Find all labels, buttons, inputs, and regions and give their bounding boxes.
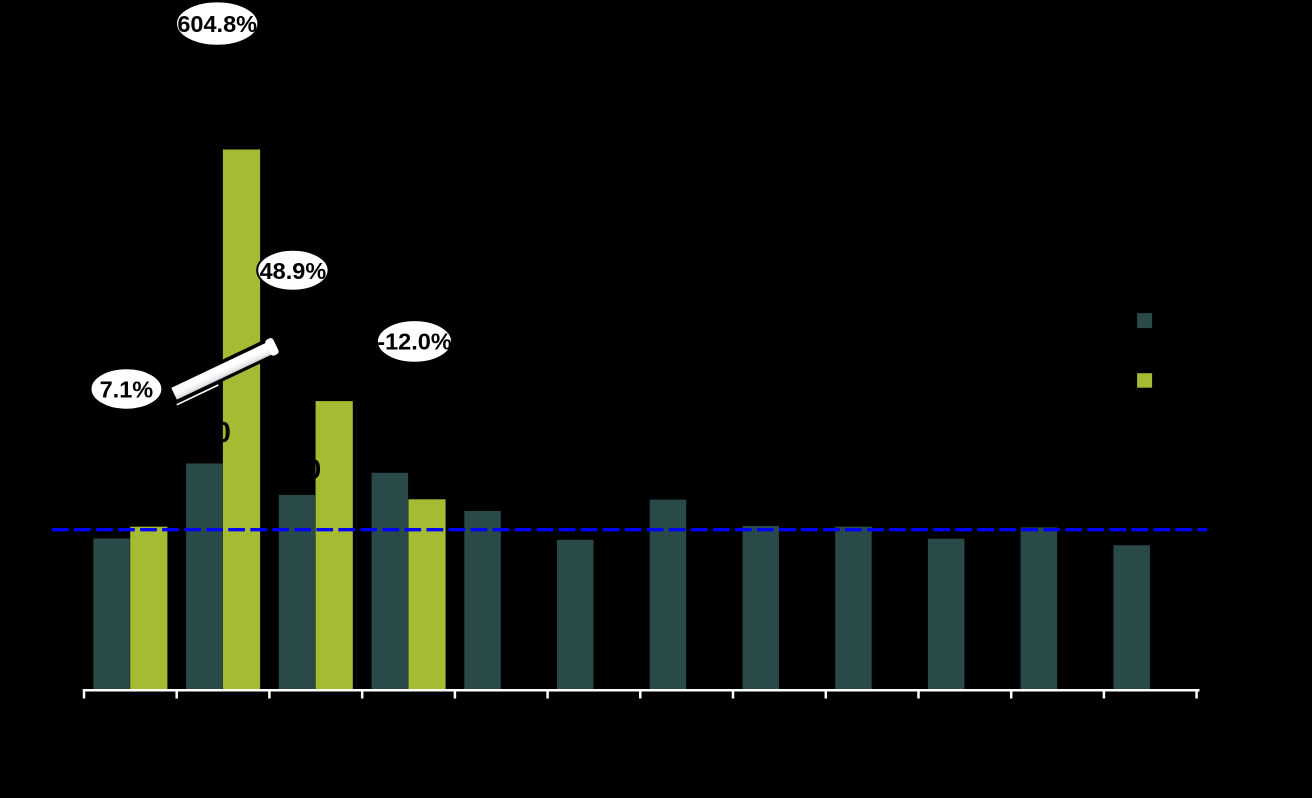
svg-text:0: 0 xyxy=(215,417,231,449)
svg-text:-12.0%: -12.0% xyxy=(377,329,452,355)
svg-text:48.9%: 48.9% xyxy=(260,258,327,284)
svg-text:604.8%: 604.8% xyxy=(177,11,257,37)
svg-text:0: 0 xyxy=(306,454,322,485)
svg-text:7.1%: 7.1% xyxy=(100,376,154,402)
